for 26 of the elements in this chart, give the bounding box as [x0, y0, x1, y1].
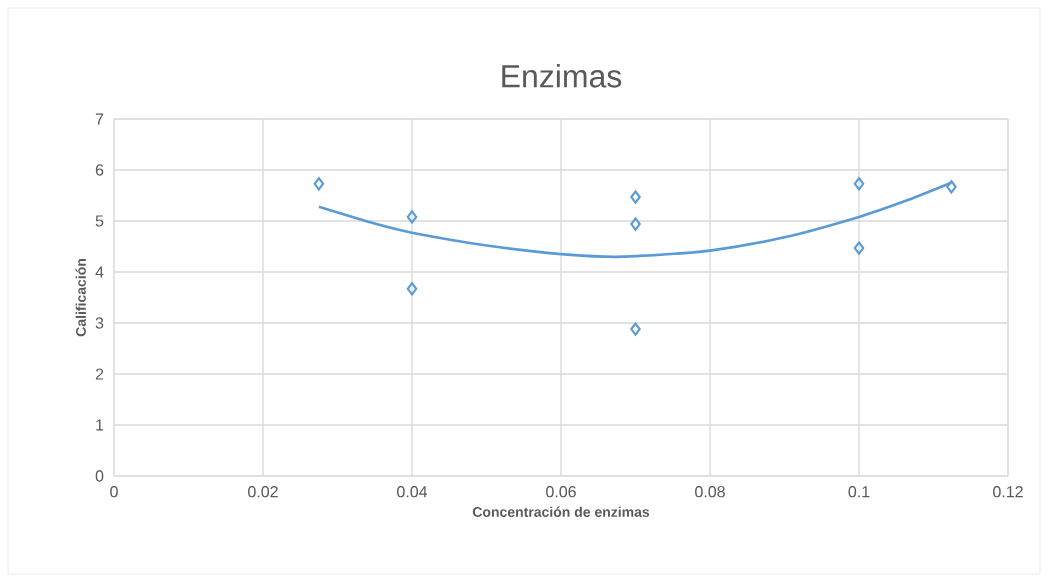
x-axis-title: Concentración de enzimas	[472, 506, 650, 517]
point	[406, 210, 418, 224]
y-tick-label: 7	[95, 113, 104, 125]
x-tick-label: 0.04	[397, 486, 428, 498]
point	[630, 322, 641, 336]
x-tick-label: 0.1	[848, 486, 870, 498]
point	[630, 217, 641, 231]
y-tick-label: 4	[95, 266, 104, 278]
point	[630, 190, 641, 204]
x-tick-label: 0.12	[993, 486, 1023, 498]
x-tick-label: 0	[110, 486, 118, 498]
point	[313, 177, 325, 191]
y-tick-label: 6	[95, 164, 104, 176]
point	[853, 177, 865, 191]
point	[406, 282, 418, 296]
x-tick-label: 0.08	[695, 486, 725, 498]
y-tick-label: 0	[95, 470, 104, 482]
y-tick-label: 2	[95, 368, 104, 380]
point	[853, 241, 865, 255]
y-tick-label: 1	[96, 419, 104, 431]
chart-title: Enzimas	[502, 64, 622, 88]
x-tick-label: 0.06	[546, 486, 576, 498]
y-tick-label: 3	[95, 317, 104, 329]
y-tick-label: 5	[95, 215, 104, 227]
x-tick-label: 0.02	[248, 486, 278, 498]
y-axis-title: Calificación	[75, 259, 86, 337]
